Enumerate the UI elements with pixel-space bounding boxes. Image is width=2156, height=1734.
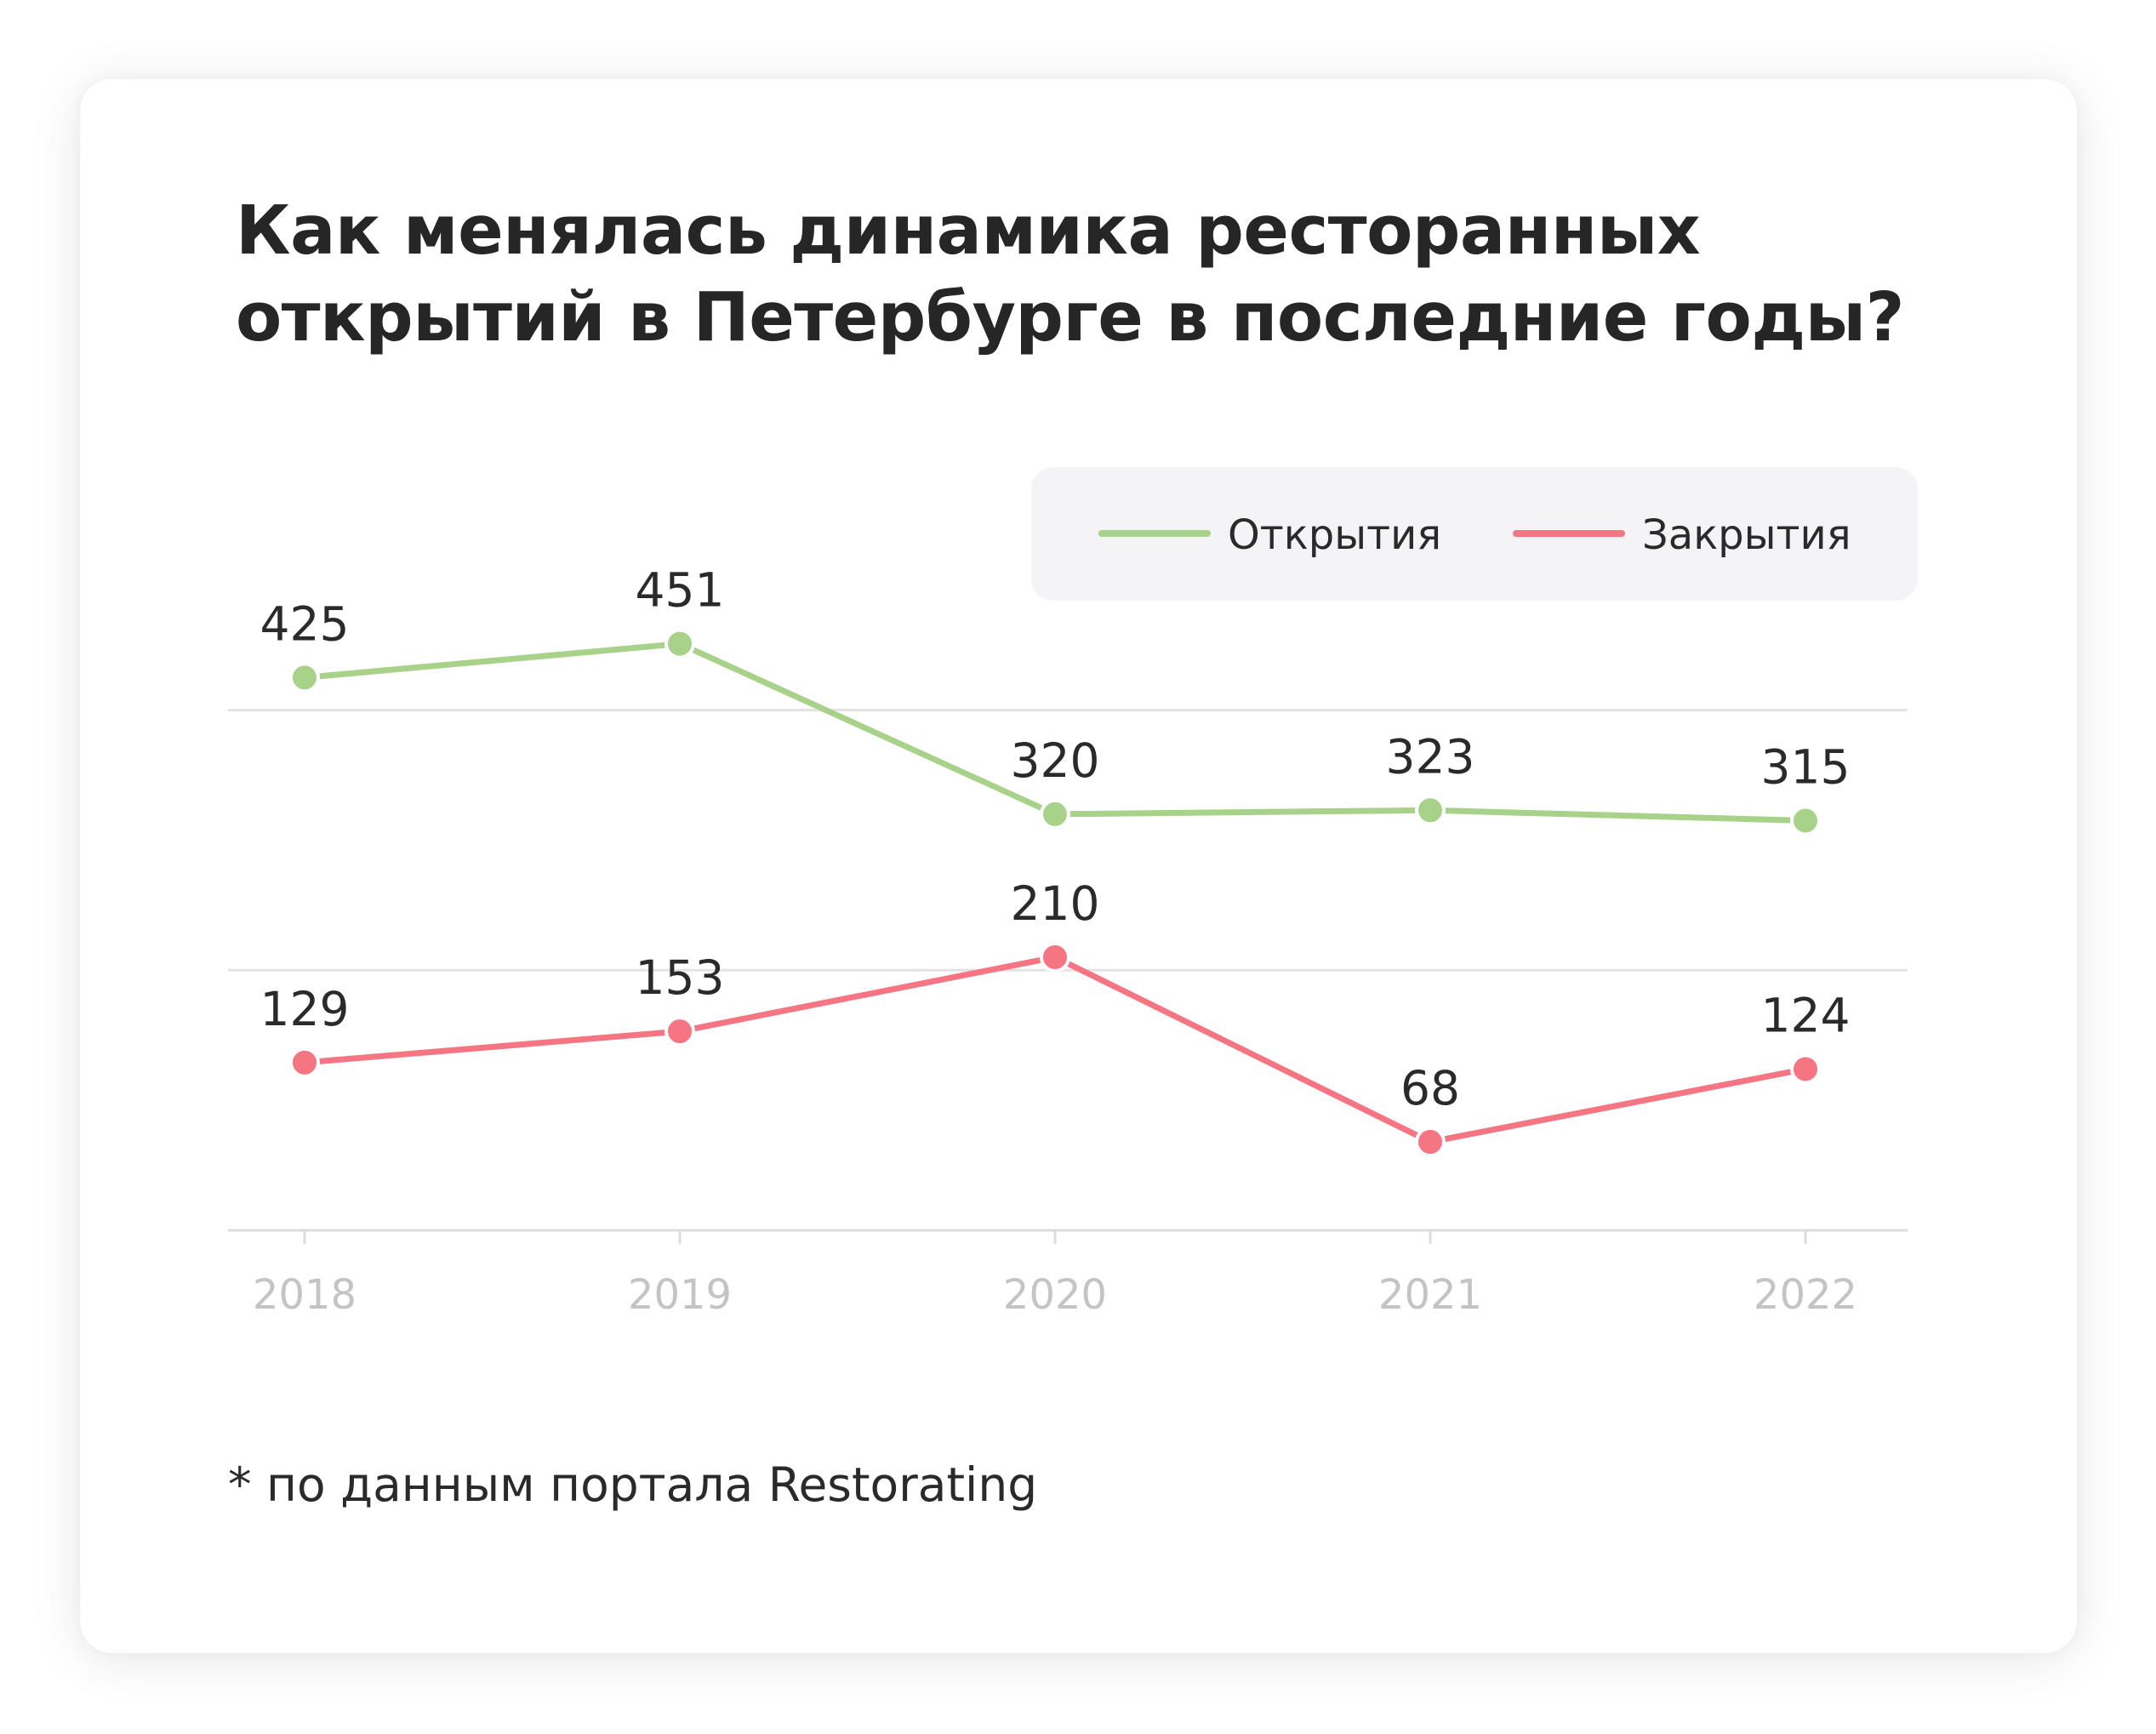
legend-box [1031, 467, 1918, 601]
x-tick-label-2019: 2019 [628, 1271, 732, 1319]
legend: Открытия Закрытия [1031, 467, 1918, 601]
chart-card [80, 79, 2077, 1653]
data-point-openings-2022 [1790, 805, 1821, 836]
data-label-closings-2021: 68 [1400, 1061, 1460, 1115]
data-label-openings-2022: 315 [1761, 740, 1851, 795]
data-point-openings-2021 [1415, 795, 1446, 826]
data-label-openings-2020: 320 [1011, 733, 1100, 788]
series-line-openings [301, 641, 1809, 824]
data-point-closings-2018 [289, 1047, 320, 1078]
data-point-closings-2022 [1790, 1053, 1821, 1085]
data-label-closings-2020: 210 [1011, 876, 1100, 931]
data-point-closings-2021 [1415, 1127, 1446, 1158]
series-line-closings [301, 954, 1809, 1145]
chart-title: Как менялась динамика ресторанных открыт… [236, 191, 1904, 356]
x-tick-label-2022: 2022 [1754, 1271, 1857, 1319]
data-label-closings-2022: 124 [1761, 988, 1851, 1042]
x-tick-label-2018: 2018 [253, 1271, 356, 1319]
data-point-closings-2019 [664, 1016, 695, 1047]
x-tick-label-2020: 2020 [1003, 1271, 1107, 1319]
data-label-closings-2018: 129 [260, 982, 350, 1036]
legend-label-openings: Открытия [1228, 511, 1441, 559]
data-point-closings-2020 [1040, 942, 1070, 973]
gridlines [228, 709, 1908, 972]
source-footnote: * по данным портала Restorating [228, 1457, 1038, 1512]
legend-label-closings: Закрытия [1642, 511, 1851, 559]
data-point-openings-2018 [289, 662, 320, 693]
data-label-openings-2021: 323 [1386, 729, 1475, 784]
data-point-openings-2020 [1040, 798, 1070, 830]
data-label-closings-2019: 153 [636, 950, 725, 1005]
data-labels: 425 451 320 323 315 129 153 210 68 124 [260, 563, 1851, 1115]
x-tick-label-2021: 2021 [1378, 1271, 1482, 1319]
x-axis: 2018 2019 2020 2021 2022 [228, 1229, 1908, 1319]
data-label-openings-2019: 451 [636, 563, 725, 618]
data-label-openings-2018: 425 [260, 596, 350, 651]
data-point-openings-2019 [664, 628, 695, 659]
series [289, 628, 1821, 1158]
